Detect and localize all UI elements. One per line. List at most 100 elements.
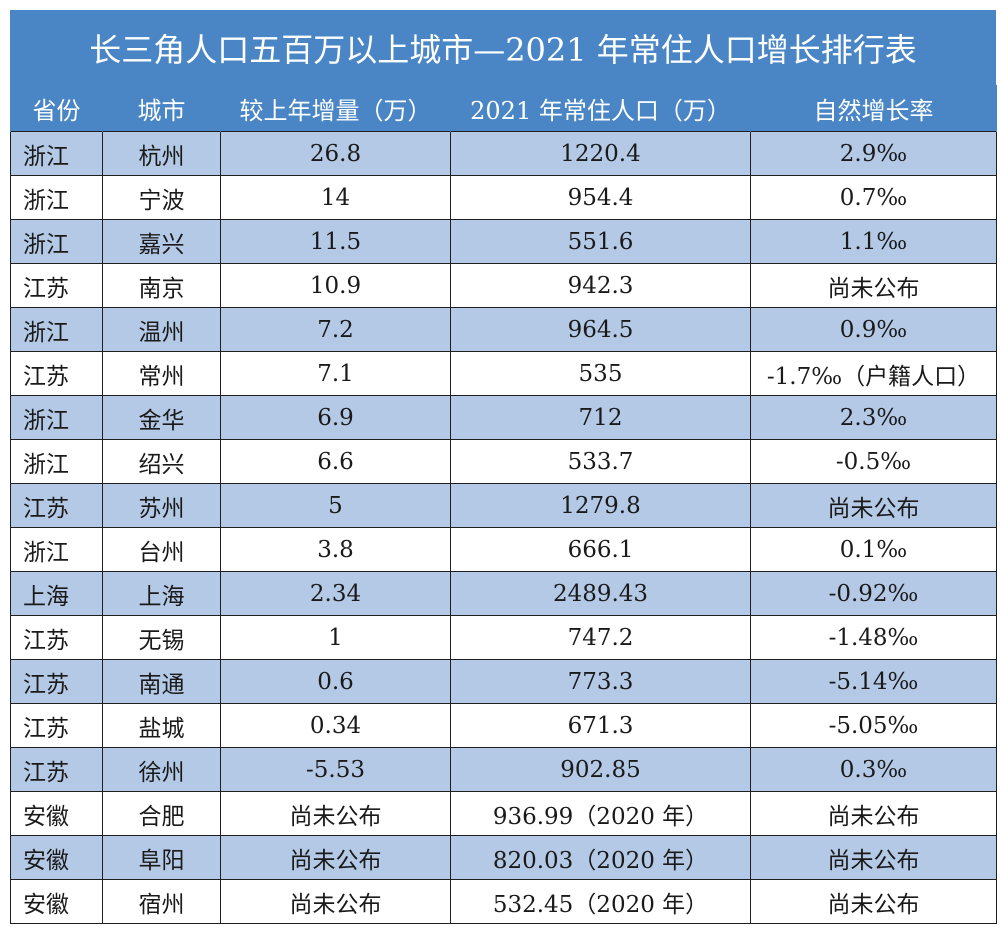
table-row: 江苏 南通 0.6 773.3 -5.14‰ bbox=[10, 659, 997, 704]
cell-province: 江苏 bbox=[10, 483, 103, 528]
cell-population: 671.3 bbox=[450, 703, 751, 748]
table-row: 安徽 宿州 尚未公布 532.45（2020 年） 尚未公布 bbox=[10, 879, 997, 924]
cell-population: 964.5 bbox=[450, 307, 751, 352]
cell-city: 温州 bbox=[102, 307, 221, 352]
cell-population: 533.7 bbox=[450, 439, 751, 484]
cell-province: 浙江 bbox=[10, 439, 103, 484]
cell-population: 936.99（2020 年） bbox=[450, 791, 751, 836]
cell-city: 宿州 bbox=[102, 879, 221, 924]
cell-increase: 尚未公布 bbox=[220, 791, 451, 836]
table-row: 浙江 杭州 26.8 1220.4 2.9‰ bbox=[10, 131, 997, 176]
cell-increase: 26.8 bbox=[220, 131, 451, 176]
header-population: 2021 年常住人口（万） bbox=[450, 85, 751, 132]
table-row: 江苏 苏州 5 1279.8 尚未公布 bbox=[10, 483, 997, 528]
cell-population: 1279.8 bbox=[450, 483, 751, 528]
table-body: 浙江 杭州 26.8 1220.4 2.9‰ 浙江 宁波 14 954.4 0.7‰ 浙江 嘉兴 1… bbox=[10, 131, 997, 924]
cell-city: 合肥 bbox=[102, 791, 221, 836]
table-row: 江苏 徐州 -5.53 902.85 0.3‰ bbox=[10, 747, 997, 792]
cell-province: 上海 bbox=[10, 571, 103, 616]
header-natural-growth: 自然增长率 bbox=[750, 85, 997, 132]
table-row: 浙江 绍兴 6.6 533.7 -0.5‰ bbox=[10, 439, 997, 484]
cell-city: 南京 bbox=[102, 263, 221, 308]
cell-population: 942.3 bbox=[450, 263, 751, 308]
cell-province: 浙江 bbox=[10, 175, 103, 220]
cell-province: 浙江 bbox=[10, 131, 103, 176]
cell-increase: 5 bbox=[220, 483, 451, 528]
cell-city: 绍兴 bbox=[102, 439, 221, 484]
cell-city: 台州 bbox=[102, 527, 221, 572]
cell-increase: 尚未公布 bbox=[220, 879, 451, 924]
cell-increase: 2.34 bbox=[220, 571, 451, 616]
table-row: 浙江 台州 3.8 666.1 0.1‰ bbox=[10, 527, 997, 572]
cell-increase: 7.1 bbox=[220, 351, 451, 396]
cell-population: 712 bbox=[450, 395, 751, 440]
cell-city: 杭州 bbox=[102, 131, 221, 176]
cell-increase: 3.8 bbox=[220, 527, 451, 572]
cell-city: 嘉兴 bbox=[102, 219, 221, 264]
cell-city: 金华 bbox=[102, 395, 221, 440]
cell-population: 773.3 bbox=[450, 659, 751, 704]
cell-population: 535 bbox=[450, 351, 751, 396]
cell-population: 820.03（2020 年） bbox=[450, 835, 751, 880]
population-table: 省份 城市 较上年增量（万） 2021 年常住人口（万） 自然增长率 浙江 杭州 2… bbox=[10, 85, 997, 924]
cell-city: 阜阳 bbox=[102, 835, 221, 880]
cell-natural-growth: -1.7‰（户籍人口） bbox=[750, 351, 997, 396]
cell-natural-growth: 0.3‰ bbox=[750, 747, 997, 792]
cell-natural-growth: -0.92‰ bbox=[750, 571, 997, 616]
table-row: 安徽 阜阳 尚未公布 820.03（2020 年） 尚未公布 bbox=[10, 835, 997, 880]
cell-province: 安徽 bbox=[10, 835, 103, 880]
cell-province: 浙江 bbox=[10, 395, 103, 440]
cell-increase: -5.53 bbox=[220, 747, 451, 792]
cell-city: 苏州 bbox=[102, 483, 221, 528]
table-row: 上海 上海 2.34 2489.43 -0.92‰ bbox=[10, 571, 997, 616]
cell-province: 安徽 bbox=[10, 879, 103, 924]
cell-province: 江苏 bbox=[10, 659, 103, 704]
cell-city: 无锡 bbox=[102, 615, 221, 660]
cell-province: 安徽 bbox=[10, 791, 103, 836]
cell-population: 747.2 bbox=[450, 615, 751, 660]
cell-population: 532.45（2020 年） bbox=[450, 879, 751, 924]
header-province: 省份 bbox=[10, 85, 103, 132]
cell-city: 宁波 bbox=[102, 175, 221, 220]
cell-population: 954.4 bbox=[450, 175, 751, 220]
cell-increase: 0.6 bbox=[220, 659, 451, 704]
cell-increase: 6.6 bbox=[220, 439, 451, 484]
cell-province: 浙江 bbox=[10, 307, 103, 352]
cell-increase: 1 bbox=[220, 615, 451, 660]
cell-natural-growth: -1.48‰ bbox=[750, 615, 997, 660]
table-row: 浙江 温州 7.2 964.5 0.9‰ bbox=[10, 307, 997, 352]
cell-natural-growth: -5.14‰ bbox=[750, 659, 997, 704]
cell-city: 徐州 bbox=[102, 747, 221, 792]
cell-population: 1220.4 bbox=[450, 131, 751, 176]
header-increase: 较上年增量（万） bbox=[220, 85, 451, 132]
cell-increase: 14 bbox=[220, 175, 451, 220]
cell-natural-growth: 2.3‰ bbox=[750, 395, 997, 440]
cell-province: 江苏 bbox=[10, 747, 103, 792]
table-header-row: 省份 城市 较上年增量（万） 2021 年常住人口（万） 自然增长率 bbox=[10, 85, 997, 132]
cell-natural-growth: 0.1‰ bbox=[750, 527, 997, 572]
table-row: 江苏 常州 7.1 535 -1.7‰（户籍人口） bbox=[10, 351, 997, 396]
cell-province: 浙江 bbox=[10, 527, 103, 572]
cell-natural-growth: 0.7‰ bbox=[750, 175, 997, 220]
cell-increase: 6.9 bbox=[220, 395, 451, 440]
cell-province: 浙江 bbox=[10, 219, 103, 264]
cell-city: 盐城 bbox=[102, 703, 221, 748]
cell-natural-growth: 尚未公布 bbox=[750, 263, 997, 308]
cell-natural-growth: -0.5‰ bbox=[750, 439, 997, 484]
cell-increase: 11.5 bbox=[220, 219, 451, 264]
cell-population: 666.1 bbox=[450, 527, 751, 572]
cell-natural-growth: 1.1‰ bbox=[750, 219, 997, 264]
cell-natural-growth: 0.9‰ bbox=[750, 307, 997, 352]
cell-increase: 10.9 bbox=[220, 263, 451, 308]
cell-increase: 0.34 bbox=[220, 703, 451, 748]
table-row: 浙江 金华 6.9 712 2.3‰ bbox=[10, 395, 997, 440]
table-row: 安徽 合肥 尚未公布 936.99（2020 年） 尚未公布 bbox=[10, 791, 997, 836]
table-row: 江苏 盐城 0.34 671.3 -5.05‰ bbox=[10, 703, 997, 748]
cell-city: 上海 bbox=[102, 571, 221, 616]
header-city: 城市 bbox=[102, 85, 221, 132]
table-row: 江苏 无锡 1 747.2 -1.48‰ bbox=[10, 615, 997, 660]
cell-increase: 尚未公布 bbox=[220, 835, 451, 880]
cell-natural-growth: 尚未公布 bbox=[750, 879, 997, 924]
cell-increase: 7.2 bbox=[220, 307, 451, 352]
